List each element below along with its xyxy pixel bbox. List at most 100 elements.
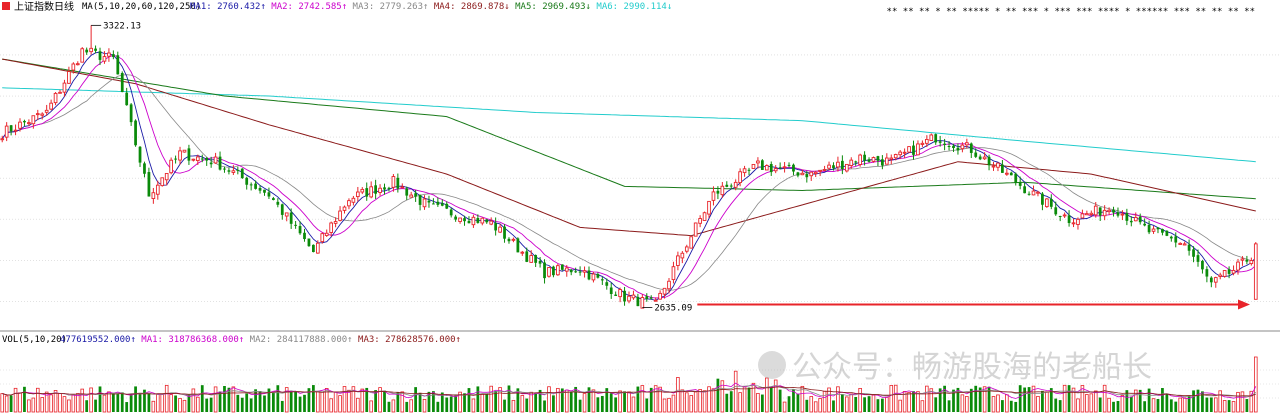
candle [329, 221, 333, 237]
volume-bar [849, 393, 854, 413]
candle-body [1058, 216, 1062, 218]
candle [1125, 208, 1129, 226]
candle-body [769, 164, 773, 173]
volume-bar [676, 377, 680, 413]
candle-body [67, 71, 71, 84]
candle [1045, 198, 1049, 208]
candle [876, 155, 880, 167]
candle-body [707, 200, 711, 215]
candle [1245, 255, 1249, 265]
candle-body [155, 184, 160, 195]
candle [1023, 182, 1027, 194]
volume-bar [213, 386, 218, 413]
volume-bar [520, 395, 525, 413]
candle [938, 135, 942, 147]
candle-body [213, 156, 218, 164]
volume-ma-line [2, 382, 1257, 399]
volume-bar [196, 396, 200, 413]
candle [858, 153, 862, 167]
candle [729, 183, 733, 190]
volume-bar [1205, 397, 1209, 412]
candle [836, 156, 840, 172]
candle-body [556, 265, 560, 276]
volume-bar [640, 385, 645, 413]
candle [978, 154, 982, 161]
volume-bar [467, 388, 471, 412]
candle [324, 229, 329, 237]
index-icon[interactable] [2, 2, 10, 10]
candle-body [1089, 212, 1094, 215]
candle-body [680, 252, 685, 259]
candle-body [884, 157, 889, 165]
candle-body [720, 185, 725, 196]
candle [534, 254, 538, 267]
candle [298, 221, 302, 235]
candle-body [796, 172, 800, 176]
candle [1222, 270, 1227, 278]
candle-body [627, 295, 631, 302]
candle [684, 244, 689, 254]
volume-bar [649, 387, 653, 412]
volume-bar [27, 399, 31, 413]
candle-body [1143, 223, 1147, 226]
candle [200, 154, 204, 163]
candle-body [782, 166, 787, 169]
candle-body [943, 143, 946, 145]
volume-bar [1249, 390, 1254, 413]
candle-body [534, 255, 538, 263]
candle-body [1169, 236, 1173, 239]
volume-bar [738, 392, 742, 413]
volume-bar [85, 400, 89, 412]
volume-bar [818, 398, 822, 413]
candle-body [151, 192, 156, 200]
candle [805, 170, 809, 183]
wechat-icon [758, 351, 786, 379]
candle-body [195, 156, 200, 161]
candle-body [102, 56, 107, 62]
volume-value-item: 477619552.000↑ [60, 335, 136, 345]
volume-bar [231, 386, 236, 413]
candle [333, 217, 338, 228]
volume-bar [156, 393, 160, 413]
candle-body [303, 232, 306, 240]
volume-bar [756, 392, 760, 413]
ma-value-item: MA4: 2869.878↓ [428, 2, 509, 12]
candle-body [240, 168, 244, 178]
candle [356, 186, 360, 202]
volume-bar [13, 387, 18, 413]
candle-body [587, 270, 591, 280]
candle [1196, 249, 1200, 267]
candle-body [667, 280, 671, 290]
candle-body [1045, 198, 1049, 208]
candle [107, 48, 111, 62]
candle [667, 278, 671, 294]
volume-bar [294, 391, 297, 412]
candle [849, 157, 854, 169]
volume-bar [832, 400, 835, 412]
candle [44, 104, 49, 116]
candle-body [1067, 215, 1071, 224]
candle [680, 251, 685, 264]
volume-bar [1231, 401, 1236, 413]
candle [893, 153, 898, 161]
volume-bar [414, 387, 418, 412]
candle-body [756, 160, 760, 164]
candle-body [543, 262, 546, 279]
candle-body [947, 146, 951, 148]
volume-bar [267, 388, 271, 412]
candle-body [120, 73, 124, 93]
candle [151, 187, 156, 204]
candle-body [258, 188, 262, 191]
candle [98, 47, 102, 66]
volume-bar [511, 399, 516, 413]
candle [405, 186, 409, 200]
volume-bar [1174, 401, 1178, 412]
candle-body [1156, 227, 1160, 230]
volume-bar [1178, 397, 1182, 413]
volume-bar [218, 391, 222, 412]
volume-bar [800, 385, 805, 413]
candle-body [920, 142, 925, 145]
candle [125, 87, 129, 106]
candle [587, 266, 591, 281]
candle [223, 166, 226, 173]
